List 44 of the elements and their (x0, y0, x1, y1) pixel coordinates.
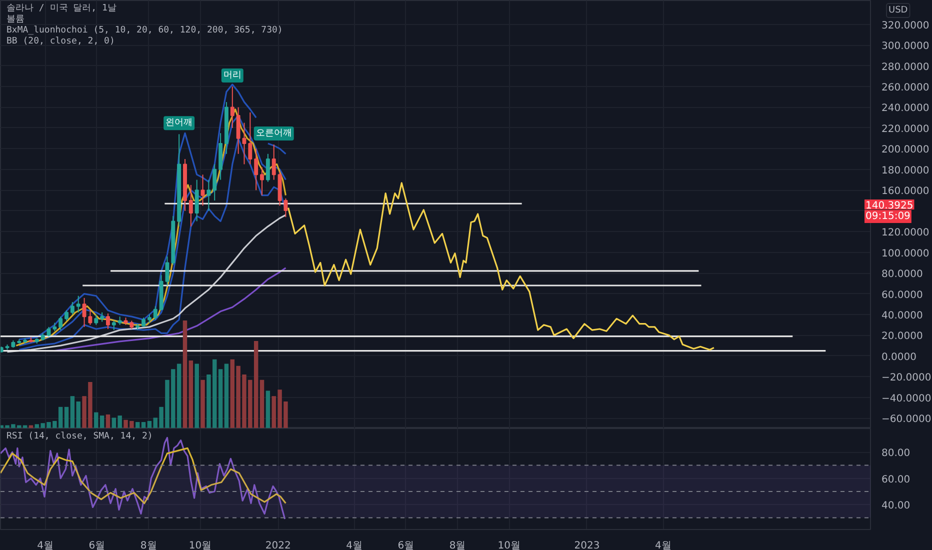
y-tick-label: 280.0000 (882, 62, 930, 73)
y-tick-label: 60.0000 (882, 290, 923, 301)
y-tick-label: 80.0000 (882, 269, 923, 280)
y-tick-label: 40.00 (882, 500, 910, 512)
y-tick-label: 180.0000 (882, 165, 930, 176)
y-tick-label: 320.0000 (882, 20, 930, 32)
y-tick-label: 100.0000 (882, 248, 930, 260)
y-axis-title: USD (888, 6, 908, 16)
x-tick-label: 10월 (188, 540, 212, 550)
y-tick-label: 0.0000 (882, 352, 916, 363)
x-tick-label: 2022 (265, 540, 291, 550)
y-tick-label: 260.0000 (882, 82, 930, 94)
x-tick-label: 4월 (654, 540, 672, 550)
y-tick-label: 160.0000 (882, 186, 930, 198)
annotation: 머리 (223, 70, 242, 81)
annotation: 오른어깨 (256, 128, 292, 139)
x-tick-label: 8월 (140, 540, 157, 550)
y-tick-label: 300.0000 (882, 41, 930, 52)
x-tick-label: 2023 (574, 540, 600, 550)
x-tick-label: 6월 (88, 540, 106, 550)
y-tick-label: −60.0000 (882, 414, 932, 426)
y-tick-label: 40.0000 (882, 310, 923, 322)
y-tick-label: 200.0000 (882, 144, 930, 156)
y-tick-label: 60.00 (882, 474, 910, 486)
annotation: BB (20, close, 2, 0) (6, 36, 115, 46)
y-tick-label: 220.0000 (882, 124, 930, 135)
chart-title: 볼륨 (6, 14, 24, 24)
chart-title: RSI (14, close, SMA, 14, 2) (6, 432, 153, 442)
y-tick-label: 80.00 (882, 448, 910, 460)
x-tick-label: 6월 (398, 540, 414, 550)
x-tick-label: 4월 (37, 540, 54, 550)
y-tick-label: 120.0000 (882, 228, 930, 239)
annotation: BxMA_luonhochoi (5, 10, 20, 60, 120, 200, 365, 730) (6, 26, 283, 36)
annotation: 왼어깨 (166, 118, 193, 128)
annotation: 140.3925 (866, 200, 914, 212)
x-tick-label: 8월 (449, 540, 466, 550)
x-tick-label: 10월 (498, 540, 520, 550)
chart-title: 솔라나 / 미국 달러, 1날 (6, 4, 116, 14)
y-tick-label: 20.0000 (882, 331, 923, 342)
y-tick-label: −20.0000 (882, 372, 932, 384)
y-tick-label: 240.0000 (882, 103, 930, 114)
annotation: 09:15:09 (866, 210, 910, 222)
y-tick-label: −40.0000 (882, 393, 932, 404)
x-tick-label: 4월 (346, 540, 362, 550)
